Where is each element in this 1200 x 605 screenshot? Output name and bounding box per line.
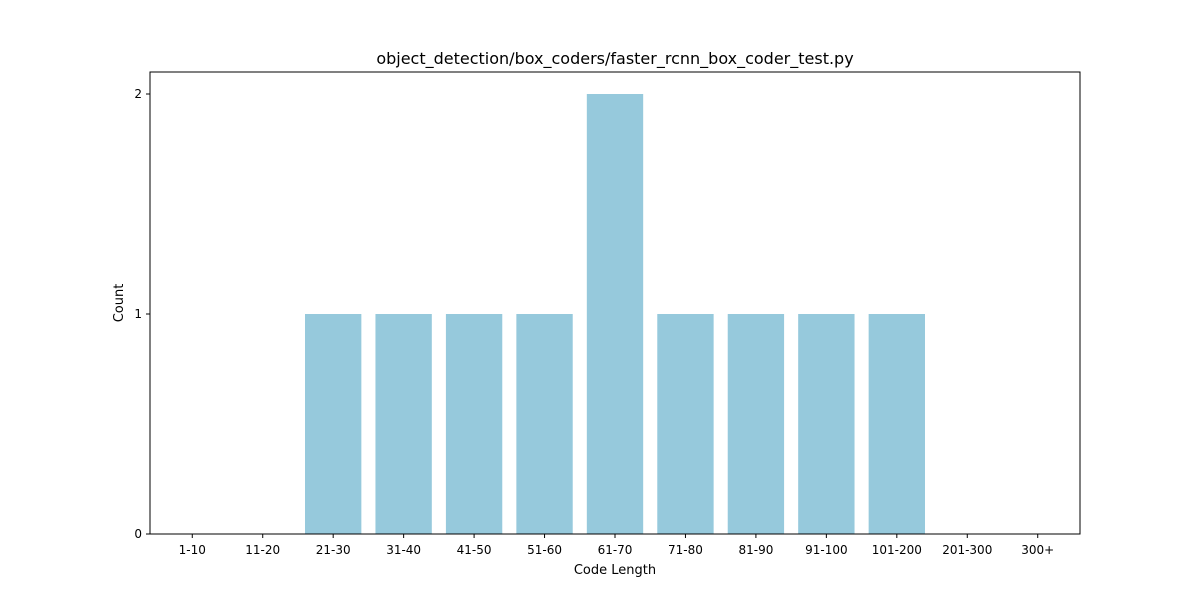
plot-frame (149, 71, 1081, 535)
x-tick-label: 21-30 (316, 543, 351, 557)
x-tick-label: 1-10 (179, 543, 206, 557)
bar-101-200 (868, 314, 925, 534)
x-tick-label: 71-80 (668, 543, 703, 557)
x-tick-label: 91-100 (805, 543, 848, 557)
bar-61-70 (586, 94, 644, 534)
y-axis-ticks: 0 1 2 (134, 87, 150, 541)
bar-51-60 (516, 314, 573, 534)
x-tick-label: 61-70 (598, 543, 633, 557)
x-tick-label: 41-50 (457, 543, 492, 557)
x-tick-label: 11-20 (245, 543, 280, 557)
bar-21-30 (305, 314, 362, 534)
x-tick-label: 101-200 (872, 543, 922, 557)
y-tick-label: 2 (134, 87, 142, 101)
x-axis-ticks: 1-10 11-20 21-30 31-40 41-50 51-60 61-70 71-80 8… (179, 534, 1054, 557)
x-tick-label: 31-40 (386, 543, 421, 557)
bar-81-90 (727, 314, 785, 534)
x-tick-label: 81-90 (738, 543, 773, 557)
x-axis-label: Code Length (574, 563, 656, 578)
x-tick-label: 201-300 (942, 543, 992, 557)
y-axis-label: Count (112, 284, 127, 323)
bar-71-80 (657, 314, 714, 534)
bar-31-40 (375, 314, 432, 534)
y-tick-label: 1 (134, 307, 142, 321)
x-tick-label: 51-60 (527, 543, 562, 557)
chart-title: object_detection/box_coders/faster_rcnn_… (376, 49, 853, 69)
bar-41-50 (445, 314, 503, 534)
y-tick-label: 0 (134, 527, 142, 541)
bars-group (305, 94, 925, 534)
x-tick-label: 300+ (1021, 543, 1054, 557)
bar-91-100 (798, 314, 855, 534)
